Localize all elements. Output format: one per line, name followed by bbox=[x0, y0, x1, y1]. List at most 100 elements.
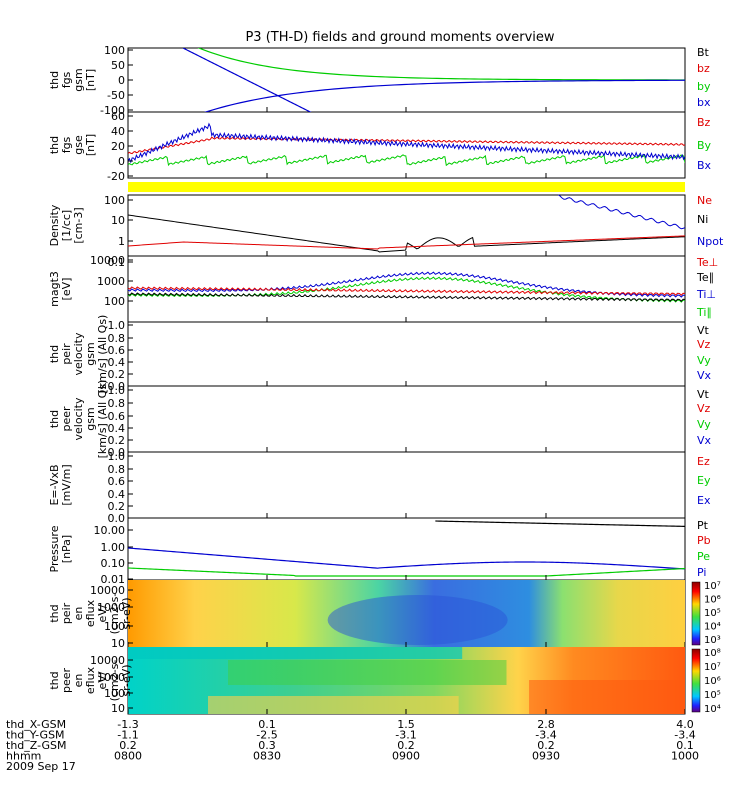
y-tick-label: 0.0 bbox=[108, 446, 126, 459]
y-axis-label: peir bbox=[60, 602, 73, 624]
legend-entry: Pb bbox=[697, 534, 711, 547]
footer-value: 0930 bbox=[532, 750, 560, 763]
legend-entry: Ti∥ bbox=[696, 306, 712, 319]
y-tick-label: 100 bbox=[104, 194, 125, 207]
y-tick-label: 1.00 bbox=[101, 541, 126, 554]
y-tick-label: 0.0 bbox=[108, 512, 126, 525]
y-tick-label: -100 bbox=[100, 104, 125, 117]
legend-entry: Ey bbox=[697, 474, 711, 487]
series-Pe bbox=[127, 567, 686, 577]
footer-row-label: thd_Z-GSM bbox=[6, 739, 66, 752]
y-axis-label: [km/s] (All Qs) bbox=[96, 380, 109, 459]
legend-entry: bx bbox=[697, 96, 711, 109]
y-tick-label: 10000 bbox=[90, 254, 125, 267]
y-tick-label: -50 bbox=[107, 89, 125, 102]
y-tick-label: 0.4 bbox=[108, 488, 126, 501]
y-tick-label: 1000 bbox=[97, 671, 125, 684]
spec-band bbox=[128, 647, 463, 659]
y-tick-label: 0.2 bbox=[108, 368, 126, 381]
footer-value: 0.1 bbox=[676, 739, 694, 752]
quality-bar bbox=[128, 182, 685, 192]
footer-value: -2.5 bbox=[256, 729, 277, 742]
legend-entry: By bbox=[697, 139, 712, 152]
y-tick-label: 0.10 bbox=[101, 557, 126, 570]
footer-row-label: hhmm bbox=[6, 750, 41, 763]
y-tick-label: 1.0 bbox=[108, 384, 126, 397]
y-axis-label: Pressure bbox=[48, 525, 61, 572]
colorbar-label: 10³ bbox=[704, 635, 721, 646]
legends: BtbzbybxBzByBxNeNiNpotTe⊥Te∥Ti⊥Ti∥VtVzVy… bbox=[696, 46, 724, 579]
spec-core bbox=[327, 595, 508, 645]
y-tick-label: 20 bbox=[111, 140, 125, 153]
y-tick-label: 10.00 bbox=[94, 524, 126, 537]
footer-value: 2.8 bbox=[537, 718, 555, 731]
y-axis-label: [nPa] bbox=[60, 535, 73, 563]
legend-entry: Pi bbox=[697, 566, 706, 579]
y-tick-label: 0.6 bbox=[108, 344, 126, 357]
y-tick-label: 0.6 bbox=[108, 410, 126, 423]
legend-entry: Ne bbox=[697, 194, 712, 207]
y-axis-label: thd bbox=[48, 136, 61, 154]
y-axis-label: sr-eV) bbox=[120, 597, 133, 629]
legend-entry: Bz bbox=[697, 116, 711, 129]
legend-entry: Te∥ bbox=[696, 271, 714, 284]
y-axis-label: velocity bbox=[72, 397, 85, 440]
y-axis-label: en bbox=[72, 607, 85, 621]
series-Bz bbox=[128, 136, 685, 155]
footer-value: -1.3 bbox=[117, 718, 138, 731]
y-axis-label: [nT] bbox=[84, 69, 97, 91]
y-axis-label: peer bbox=[60, 668, 73, 694]
footer-value: 4.0 bbox=[676, 718, 694, 731]
series-bx bbox=[203, 79, 685, 112]
y-tick-label: 100 bbox=[104, 44, 125, 57]
spec-band bbox=[208, 696, 459, 714]
footer-value: -1.1 bbox=[117, 729, 138, 742]
legend-entry: Ez bbox=[697, 455, 710, 468]
colorbar-label: 10⁵ bbox=[704, 608, 721, 619]
legend-entry: Vz bbox=[697, 402, 711, 415]
legend-entry: Vz bbox=[697, 338, 711, 351]
y-tick-label: 0.2 bbox=[108, 434, 126, 447]
colorbar-label: 10⁷ bbox=[704, 662, 721, 673]
legend-entry: bz bbox=[697, 62, 710, 75]
y-axis-label: Density bbox=[48, 204, 61, 246]
y-tick-label: 50 bbox=[111, 59, 125, 72]
footer-value: 0.2 bbox=[537, 739, 555, 752]
series-Ni bbox=[127, 214, 686, 253]
footer-value: 0.2 bbox=[119, 739, 137, 752]
footer-row-label: thd_X-GSM bbox=[6, 718, 66, 731]
colorbar-peer bbox=[691, 648, 701, 713]
axes-layer: 100500-50-1006040200-201001010.110000100… bbox=[90, 44, 686, 715]
panel-frame-p9 bbox=[127, 517, 686, 581]
y-axis-label: E=-VxB bbox=[48, 464, 61, 505]
footer-value: -3.4 bbox=[535, 729, 556, 742]
spectrograms: 10⁷ 10⁶ 10⁵ 10⁴ 10³ 10⁸ 10⁷ 10⁶ 10⁵ 10⁴ bbox=[128, 580, 721, 715]
y-tick-label: 10000 bbox=[90, 584, 125, 597]
y-tick-label: 10 bbox=[111, 702, 125, 715]
figure-title: P3 (TH-D) fields and ground moments over… bbox=[245, 30, 554, 45]
y-axis-label: peer bbox=[60, 406, 73, 432]
colorbar-label: 10⁶ bbox=[704, 676, 721, 687]
legend-entry: Pe bbox=[697, 550, 710, 563]
y-axis-label: [cm-3] bbox=[72, 207, 85, 243]
y-tick-label: 0.4 bbox=[108, 422, 126, 435]
colorbar-label: 10⁵ bbox=[704, 690, 721, 701]
colorbar-label: 10⁸ bbox=[704, 648, 721, 659]
y-axis-label: sr-eV) bbox=[120, 664, 133, 696]
legend-entry: Te⊥ bbox=[696, 256, 718, 269]
footer-value: 0.1 bbox=[258, 718, 276, 731]
series-bt bbox=[182, 48, 312, 112]
y-tick-label: 10 bbox=[111, 214, 125, 227]
legend-entry: Vy bbox=[697, 418, 711, 431]
y-axis-label: magt3 bbox=[48, 271, 61, 307]
footer-row-label: 2009 Sep 17 bbox=[6, 760, 76, 773]
series-Tepar bbox=[127, 292, 686, 302]
y-axis-label: en bbox=[72, 674, 85, 688]
legend-entry: Ni bbox=[697, 213, 708, 226]
series-Tiperp bbox=[127, 271, 686, 298]
y-axis-label: eV/ bbox=[96, 671, 109, 689]
y-axis-label: (cm2-s- bbox=[108, 660, 121, 702]
y-tick-label: 0.1 bbox=[108, 256, 126, 269]
